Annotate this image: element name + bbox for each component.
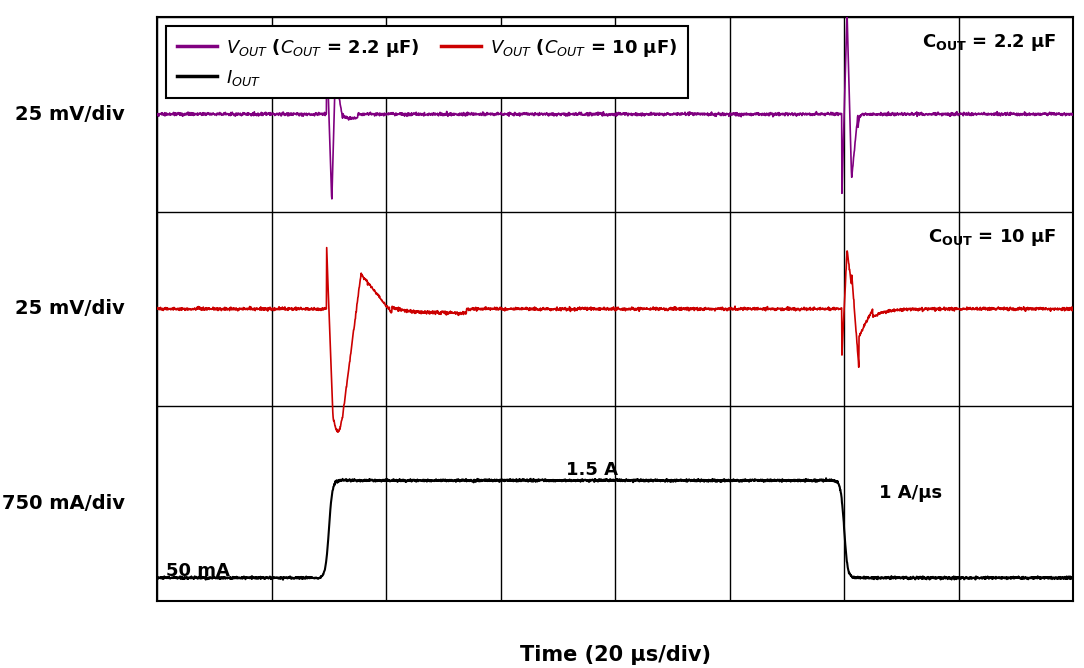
Text: 25 mV/div: 25 mV/div	[15, 105, 125, 124]
Text: $\mathbf{C_{OUT}}$ = 10 µF: $\mathbf{C_{OUT}}$ = 10 µF	[928, 227, 1056, 248]
Text: Time (20 μs/div): Time (20 μs/div)	[519, 645, 711, 665]
Text: 25 mV/div: 25 mV/div	[15, 299, 125, 319]
Text: $\mathbf{C_{OUT}}$ = 2.2 µF: $\mathbf{C_{OUT}}$ = 2.2 µF	[921, 32, 1056, 53]
Legend: $V_{OUT}$ ($C_{OUT}$ = 2.2 µF), $I_{OUT}$, $V_{OUT}$ ($C_{OUT}$ = 10 µF): $V_{OUT}$ ($C_{OUT}$ = 2.2 µF), $I_{OUT}…	[166, 26, 687, 98]
Text: 1.5 A: 1.5 A	[566, 461, 618, 479]
Text: 1 A/µs: 1 A/µs	[878, 484, 942, 502]
Text: 50 mA: 50 mA	[166, 562, 230, 580]
Text: 750 mA/div: 750 mA/div	[2, 494, 125, 513]
